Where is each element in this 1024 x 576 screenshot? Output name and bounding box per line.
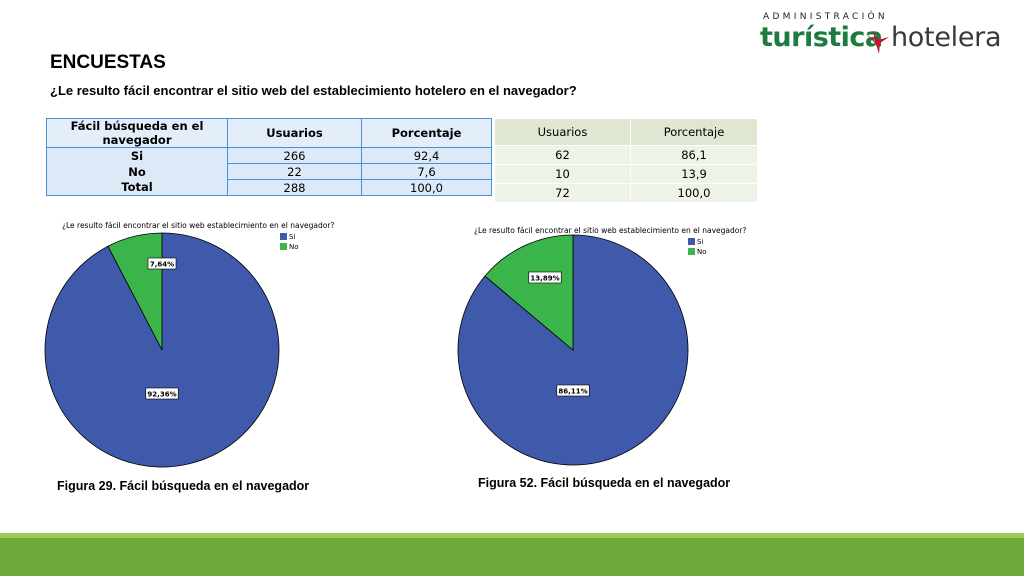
data-label-box (528, 271, 562, 284)
table-header-row: Fácil búsqueda en el navegador Usuarios … (46, 118, 492, 148)
legend-swatch-no (688, 248, 695, 255)
row-label: Si (46, 147, 228, 164)
table-header: Usuarios (494, 118, 631, 146)
data-label: 86,11% (558, 388, 587, 396)
results-table-1: Fácil búsqueda en el navegador Usuarios … (46, 118, 492, 196)
legend-label-si: Si (697, 238, 703, 246)
pie-slice-si (457, 234, 689, 466)
cell-porcentaje: 92,4 (361, 147, 492, 164)
table-header: Fácil búsqueda en el navegador (46, 118, 228, 148)
cell-usuarios: 266 (227, 147, 362, 164)
pie-chart-1: ¿Le resulto fácil encontrar el sitio web… (44, 221, 334, 468)
table-row: Si 266 92,4 (46, 147, 492, 164)
data-label-box (145, 387, 179, 400)
row-label: Total (46, 179, 228, 196)
figure-caption-1: Figura 29. Fácil búsqueda en el navegado… (57, 479, 310, 493)
hummingbird-icon (865, 31, 889, 54)
footer-bar (0, 538, 1024, 576)
row-label: No (46, 163, 228, 180)
data-label: 7,64% (150, 261, 174, 269)
table-row: Total 288 100,0 (46, 179, 492, 196)
logo-main-text: turística (760, 22, 883, 53)
table-header: Porcentaje (361, 118, 492, 148)
cell-usuarios: 288 (227, 179, 362, 196)
legend-swatch-no (280, 243, 287, 250)
table-row: No 22 7,6 (46, 163, 492, 180)
pie-labels: 92,36% 7,64% (145, 257, 179, 400)
cell-usuarios: 22 (227, 163, 362, 180)
legend-label-no: No (289, 243, 299, 251)
table-header: Usuarios (227, 118, 362, 148)
cell-porcentaje: 100,0 (630, 183, 758, 203)
data-label: 13,89% (530, 275, 559, 283)
results-table-2: Usuarios Porcentaje 62 86,1 10 13,9 72 1… (494, 118, 758, 203)
data-label-box (147, 257, 177, 270)
cell-porcentaje: 100,0 (361, 179, 492, 196)
cell-porcentaje: 86,1 (630, 145, 758, 165)
survey-question: ¿Le resulto fácil encontrar el sitio web… (50, 83, 577, 98)
cell-porcentaje: 7,6 (361, 163, 492, 180)
table-header-row: Usuarios Porcentaje (494, 118, 758, 146)
legend-label-si: Si (289, 233, 295, 241)
figure-caption-2: Figura 52. Fácil búsqueda en el navegado… (478, 476, 731, 490)
data-label-box (556, 384, 590, 397)
page-title: ENCUESTAS (50, 52, 166, 73)
cell-usuarios: 62 (494, 145, 631, 165)
chart-title: ¿Le resulto fácil encontrar el sitio web… (62, 221, 334, 230)
logo-top-text: ADMINISTRACIÓN (763, 12, 888, 22)
chart-title: ¿Le resulto fácil encontrar el sitio web… (474, 226, 746, 235)
footer-accent-line (0, 533, 1024, 538)
table-row: 62 86,1 (494, 145, 758, 165)
logo-sub-text: hotelera (891, 22, 1002, 53)
pie-slices (457, 234, 689, 466)
pie-slice-no (484, 234, 574, 351)
data-label: 92,36% (147, 391, 176, 399)
legend-swatch-si (688, 238, 695, 245)
legend-label-no: No (697, 248, 707, 256)
brand-logo: ADMINISTRACIÓN turística hotelera (760, 12, 1010, 62)
cell-usuarios: 72 (494, 183, 631, 203)
table-row: 10 13,9 (494, 164, 758, 184)
pie-labels: 86,11% 13,89% (528, 271, 590, 397)
table-header: Porcentaje (630, 118, 758, 146)
legend-swatch-si (280, 233, 287, 240)
cell-usuarios: 10 (494, 164, 631, 184)
table-row: 72 100,0 (494, 183, 758, 203)
pie-chart-2: ¿Le resulto fácil encontrar el sitio web… (457, 226, 746, 466)
cell-porcentaje: 13,9 (630, 164, 758, 184)
